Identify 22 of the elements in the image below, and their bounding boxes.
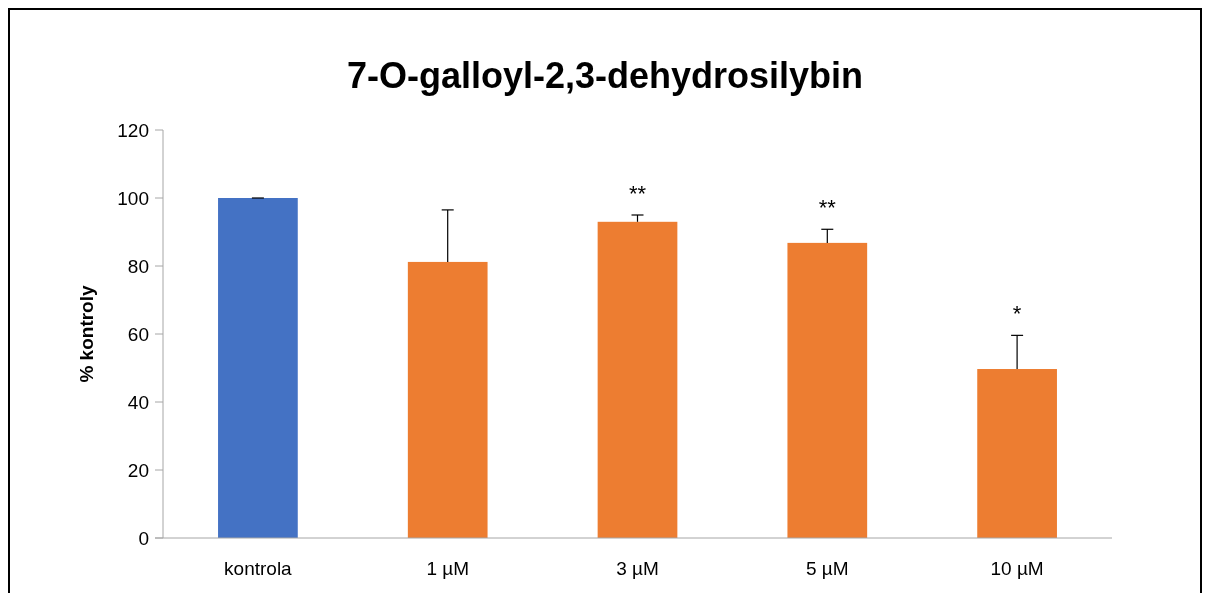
chart-title: 7-O-galloyl-2,3-dehydrosilybin [346, 55, 864, 96]
x-tick-label: 3 µM [616, 558, 659, 579]
y-tick-label: 100 [117, 187, 149, 209]
x-tick-label: 1 µM [426, 558, 470, 579]
bar [218, 198, 298, 538]
x-tick-label: 5 µM [805, 558, 849, 579]
x-tick-label: kontrola [224, 558, 293, 579]
y-tick-label: 120 [117, 119, 149, 141]
bar [977, 369, 1057, 538]
bar [407, 261, 488, 538]
y-tick-label: 60 [127, 323, 149, 345]
y-axis-title: % kontroly [76, 285, 97, 383]
annotation: ** [818, 194, 837, 220]
annotation: * [1012, 301, 1022, 327]
y-tick-label: 0 [138, 527, 149, 549]
y-tick-label: 80 [127, 255, 149, 277]
y-tick-label: 20 [127, 459, 149, 481]
bar [597, 221, 678, 538]
annotation: ** [628, 180, 647, 206]
x-tick-label: 10 µM [990, 558, 1044, 579]
bar [787, 242, 868, 538]
y-tick-label: 40 [127, 391, 149, 413]
